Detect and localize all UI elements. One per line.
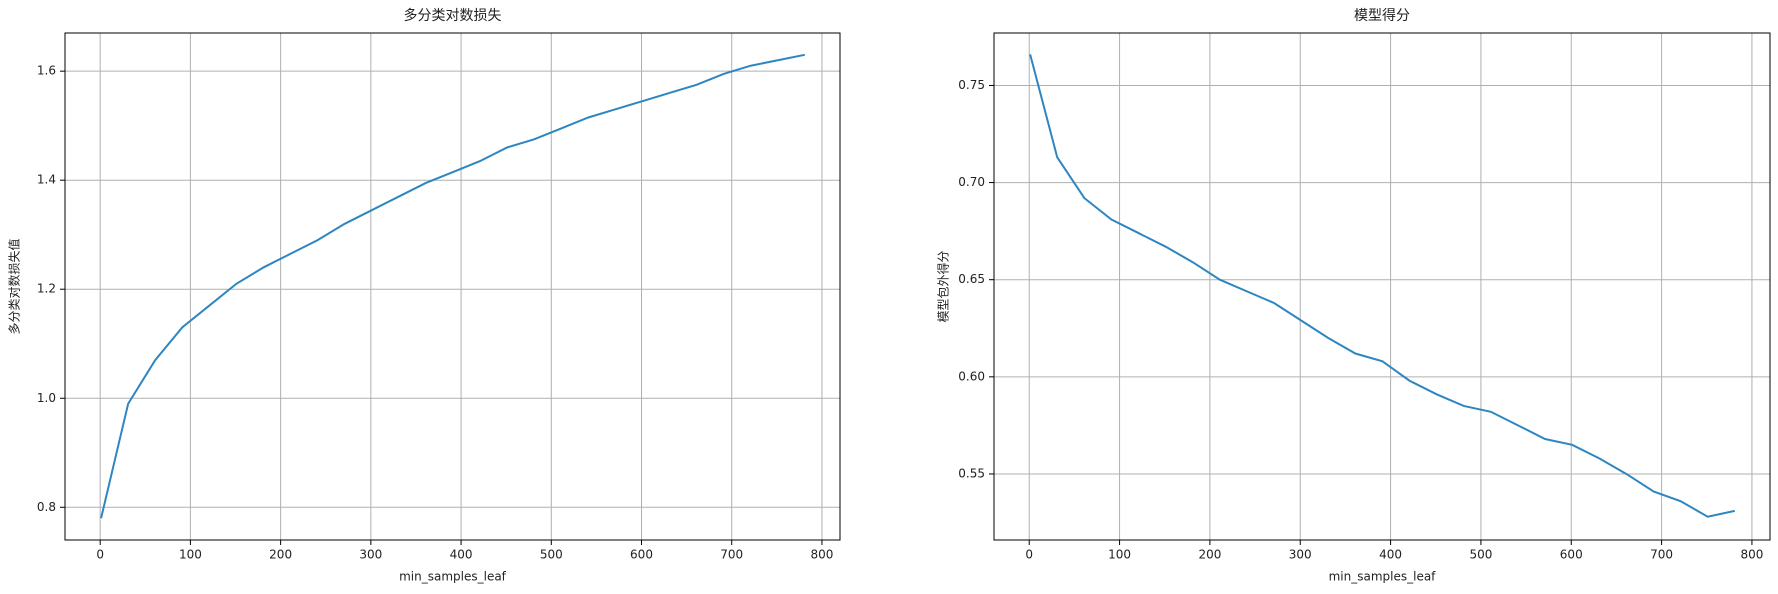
y-axis-label: 多分类对数损失值: [7, 238, 22, 334]
x-tick-label: 300: [1289, 548, 1312, 562]
x-tick-label: 700: [1650, 548, 1673, 562]
x-tick-label: 500: [1469, 548, 1492, 562]
x-tick-label: 600: [630, 548, 653, 562]
x-tick-label: 800: [811, 548, 834, 562]
y-tick-label: 1.4: [37, 173, 56, 187]
x-tick-label: 100: [1108, 548, 1131, 562]
x-axis-label: min_samples_leaf: [399, 570, 507, 584]
plot-frame: [993, 32, 1771, 541]
x-tick-label: 200: [269, 548, 292, 562]
x-tick-label: 700: [720, 548, 743, 562]
x-tick-label: 400: [450, 548, 473, 562]
data-line: [1029, 54, 1735, 518]
y-tick-label: 0.70: [958, 175, 985, 189]
x-tick-label: 300: [359, 548, 382, 562]
x-tick-label: 200: [1198, 548, 1221, 562]
y-tick-label: 1.0: [37, 391, 56, 405]
x-tick-label: 400: [1379, 548, 1402, 562]
x-tick-label: 800: [1740, 548, 1763, 562]
y-tick-label: 0.55: [958, 466, 985, 480]
chart-title: 多分类对数损失: [404, 7, 502, 24]
x-tick-label: 0: [96, 548, 104, 562]
chart-title: 模型得分: [1354, 7, 1410, 24]
y-tick-label: 1.6: [37, 64, 56, 78]
x-axis-label: min_samples_leaf: [1329, 570, 1437, 584]
x-tick-label: 600: [1560, 548, 1583, 562]
y-tick-label: 0.8: [37, 500, 56, 514]
y-tick-label: 0.60: [958, 369, 985, 383]
y-tick-label: 1.2: [37, 282, 56, 296]
x-tick-label: 0: [1025, 548, 1033, 562]
y-tick-label: 0.65: [958, 272, 985, 286]
y-axis-label: 模型包外得分: [936, 250, 951, 322]
x-tick-label: 100: [179, 548, 202, 562]
x-tick-label: 500: [540, 548, 563, 562]
plot-frame: [64, 32, 841, 541]
y-tick-label: 0.75: [958, 78, 985, 92]
data-line: [100, 53, 806, 519]
